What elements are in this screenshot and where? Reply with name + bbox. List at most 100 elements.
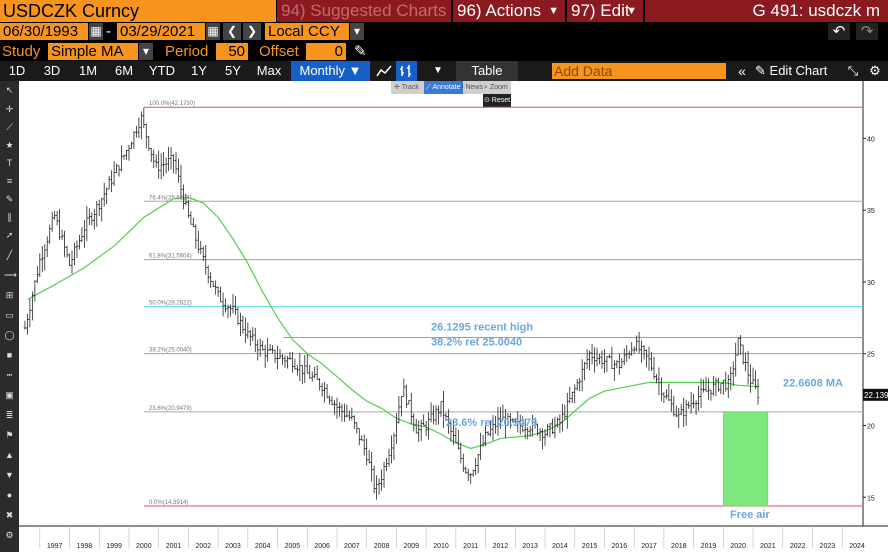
edit-chart-pencil-icon: ✎	[755, 63, 766, 78]
settings-gear-icon[interactable]: ⚙	[869, 63, 881, 78]
study-type-select[interactable]: Simple MA	[48, 43, 138, 60]
x-tick-label: 2021	[760, 543, 776, 550]
x-tick-label: 2004	[255, 543, 271, 550]
offset-label: Offset	[259, 43, 299, 60]
marker-up-icon[interactable]: ▲	[5, 450, 14, 460]
redo-icon[interactable]: ↷	[856, 23, 878, 40]
range-button-1d[interactable]: 1D	[8, 63, 26, 78]
start-calendar-icon[interactable]: ▦	[89, 23, 103, 40]
add-data-input[interactable]: Add Data	[552, 63, 726, 79]
range-button-3d[interactable]: 3D	[43, 63, 61, 78]
x-tick-label: 2017	[641, 543, 657, 550]
style-color-icon[interactable]: ■	[6, 350, 13, 360]
price-chart[interactable]: 100.0%(42.1730) 76.4%(35.6224) 61.8%(31.56…	[0, 81, 888, 552]
recent-high-label: 26.1295 recent high	[431, 322, 533, 334]
style-fill-icon[interactable]: ▣	[5, 390, 14, 400]
bar-chart-icon[interactable]	[396, 61, 417, 84]
collapse-icon[interactable]: «	[738, 63, 746, 79]
offset-input[interactable]: 0	[306, 43, 346, 60]
edit-chart-button[interactable]: ✎ Edit Chart	[755, 61, 839, 81]
fib-level-label: 0.0%(14.3914)	[149, 500, 188, 506]
x-tick-label: 2024	[849, 543, 865, 550]
range-button-6m[interactable]: 6M	[114, 63, 134, 78]
x-tick-label: 2007	[344, 543, 360, 550]
function-title-box: G 491: usdczk m	[645, 0, 888, 22]
trend-tool-icon[interactable]: ⟋	[6, 122, 13, 132]
text-tool-icon[interactable]: T	[6, 158, 13, 168]
edit-menu[interactable]: 97) Edit ▼	[567, 0, 643, 22]
x-tick-label: 2003	[225, 543, 241, 550]
news-mode[interactable]: ▪ News	[461, 84, 483, 91]
ray-tool-icon[interactable]: ⟶	[4, 270, 17, 280]
tool-settings-icon[interactable]: ⚙	[5, 530, 14, 540]
frequency-select[interactable]: Monthly ▼	[291, 61, 370, 81]
zoom-mode[interactable]: ⌕ Zoom	[484, 84, 508, 91]
end-calendar-icon[interactable]: ▦	[206, 23, 220, 40]
marker-flag-icon[interactable]: ⚑	[5, 430, 14, 440]
period-input[interactable]: 50	[216, 43, 248, 60]
x-tick-label: 2002	[195, 543, 211, 550]
x-tick-label: 2010	[433, 543, 449, 550]
line-tool-icon[interactable]: ╱	[6, 250, 13, 260]
fib-38-annotation: 38.2% ret 25.0040	[431, 337, 522, 349]
suggested-charts-menu[interactable]: 94) Suggested Charts	[277, 0, 451, 22]
suggested-charts-label: 94) Suggested Charts	[281, 1, 447, 20]
date-separator: -	[106, 23, 111, 40]
marker-down-icon[interactable]: ▼	[5, 470, 14, 480]
pen-icon[interactable]: ✎	[5, 194, 14, 204]
x-tick-label: 2019	[701, 543, 717, 550]
start-date-input[interactable]: 06/30/1993	[0, 23, 88, 40]
ellipse-tool-icon[interactable]: ◯	[4, 330, 15, 340]
channel-tool-icon[interactable]: ∥	[7, 212, 12, 222]
arrow-tool-icon[interactable]: ➚	[5, 230, 14, 240]
currency-select[interactable]: Local CCY	[265, 23, 349, 40]
undo-icon[interactable]: ↶	[828, 23, 850, 40]
range-button-1m[interactable]: 1M	[78, 63, 98, 78]
actions-menu[interactable]: 96) Actions ▼	[453, 0, 565, 22]
x-tick-label: 2014	[552, 543, 568, 550]
x-tick-label: 2023	[820, 543, 836, 550]
end-date-input[interactable]: 03/29/2021	[117, 23, 205, 40]
next-arrow-icon[interactable]: ❯	[243, 23, 261, 40]
study-chevron-icon[interactable]: ▾	[139, 43, 153, 60]
track-mode[interactable]: ✛ Track	[394, 84, 419, 91]
reset-button[interactable]: ⊙ Reset	[483, 94, 511, 107]
fib-level-label: 61.8%(31.5604)	[149, 254, 192, 260]
measure-tool-icon[interactable]: ⊞	[5, 290, 14, 300]
currency-chevron-icon[interactable]: ▾	[350, 23, 364, 40]
fib-level-label: 76.4%(35.6224)	[149, 195, 192, 201]
annotate-label: Annotate	[432, 84, 461, 91]
range-button-5y[interactable]: 5Y	[225, 63, 241, 78]
chart-type-chevron-icon[interactable]: ▼	[433, 65, 443, 76]
x-tick-label: 2000	[136, 543, 152, 550]
fib-level-label: 50.0%(28.2822)	[149, 301, 192, 307]
style-line-icon[interactable]: ┅	[6, 370, 13, 380]
previous-arrow-icon[interactable]: ❮	[223, 23, 241, 40]
cursor-icon[interactable]: ↖	[5, 85, 14, 95]
fib-level-label: 38.2%(25.0040)	[149, 348, 192, 354]
ma-series-line	[27, 196, 760, 450]
rectangle-tool-icon[interactable]: ▭	[5, 310, 14, 320]
study-bar: Study Simple MA ▾ Period 50 Offset 0 ✎	[0, 41, 888, 61]
x-tick-label: 2013	[522, 543, 538, 550]
table-button[interactable]: Table	[456, 61, 518, 81]
chart-area[interactable]: ↖ ✛ ⟋ ★ T ≡ ✎ ∥ ➚ ╱ ⟶ ⊞ ▭ ◯ ■ ┅ ▣ ≣ ⚑ ▲ …	[0, 81, 888, 552]
delete-icon[interactable]: ✖	[5, 510, 14, 520]
security-box[interactable]: USDCZK Curncy	[0, 0, 276, 22]
x-tick-label: 2011	[463, 543, 478, 550]
range-button-max[interactable]: Max	[256, 63, 282, 78]
pencil-icon[interactable]: ✎	[354, 43, 367, 60]
x-tick-label: 2016	[612, 543, 628, 550]
favorites-star-icon[interactable]: ★	[5, 140, 14, 150]
crosshair-icon[interactable]: ✛	[5, 104, 14, 114]
style-width-icon[interactable]: ≣	[5, 410, 14, 420]
marker-circle-icon[interactable]: ●	[6, 490, 13, 500]
line-chart-icon[interactable]	[373, 61, 394, 84]
annotate-mode[interactable]: ⟋ Annotate	[424, 81, 463, 94]
range-button-1y[interactable]: 1Y	[191, 63, 207, 78]
fib-tool-icon[interactable]: ≡	[6, 176, 13, 186]
edit-chart-label: Edit Chart	[769, 63, 828, 78]
range-button-ytd[interactable]: YTD	[149, 63, 175, 78]
resize-icon[interactable]: ⤡	[847, 63, 859, 78]
